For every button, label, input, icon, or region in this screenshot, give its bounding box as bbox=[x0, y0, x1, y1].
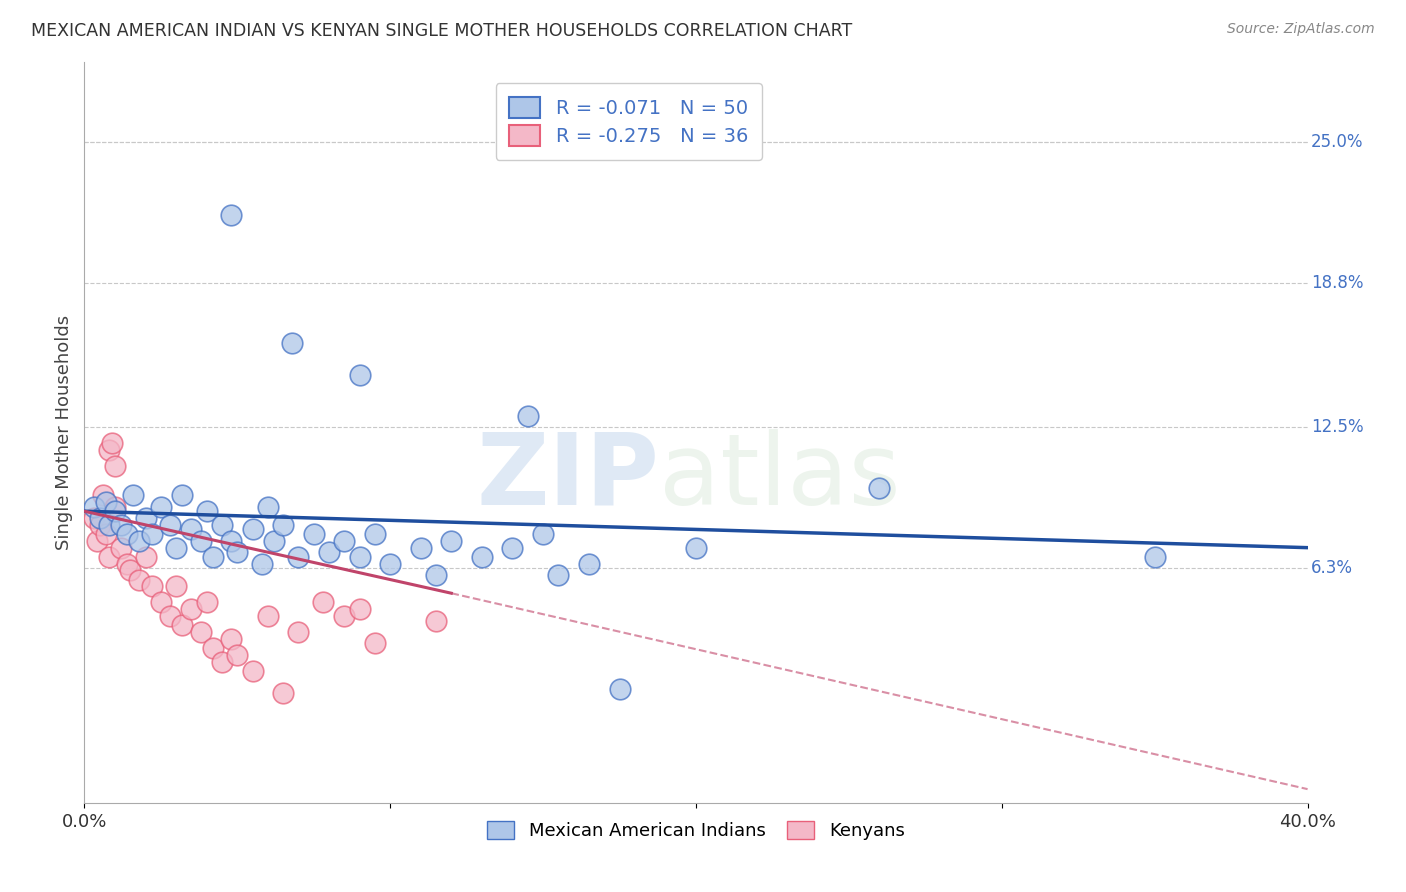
Point bbox=[287, 624, 309, 639]
Point bbox=[190, 624, 212, 639]
Point bbox=[180, 523, 202, 537]
Point bbox=[172, 488, 194, 502]
Point bbox=[219, 208, 242, 222]
Point bbox=[101, 435, 124, 450]
Text: atlas: atlas bbox=[659, 428, 901, 525]
Point bbox=[349, 368, 371, 382]
Point bbox=[242, 664, 264, 678]
Point bbox=[159, 609, 181, 624]
Point bbox=[110, 541, 132, 555]
Point bbox=[578, 557, 600, 571]
Point bbox=[211, 655, 233, 669]
Point bbox=[89, 517, 111, 532]
Text: MEXICAN AMERICAN INDIAN VS KENYAN SINGLE MOTHER HOUSEHOLDS CORRELATION CHART: MEXICAN AMERICAN INDIAN VS KENYAN SINGLE… bbox=[31, 22, 852, 40]
Text: 25.0%: 25.0% bbox=[1312, 133, 1364, 151]
Point bbox=[104, 504, 127, 518]
Point bbox=[110, 517, 132, 532]
Point bbox=[226, 545, 249, 559]
Point bbox=[141, 579, 163, 593]
Point bbox=[128, 533, 150, 548]
Point bbox=[190, 533, 212, 548]
Point bbox=[242, 523, 264, 537]
Point bbox=[135, 511, 157, 525]
Point bbox=[1143, 549, 1166, 564]
Text: ZIP: ZIP bbox=[477, 428, 659, 525]
Point bbox=[302, 527, 325, 541]
Point bbox=[172, 618, 194, 632]
Point bbox=[201, 549, 224, 564]
Point bbox=[318, 545, 340, 559]
Point bbox=[94, 495, 117, 509]
Point bbox=[120, 564, 142, 578]
Point bbox=[195, 504, 218, 518]
Point bbox=[89, 511, 111, 525]
Point bbox=[94, 527, 117, 541]
Point bbox=[425, 614, 447, 628]
Point bbox=[271, 686, 294, 700]
Point bbox=[195, 595, 218, 609]
Point bbox=[128, 573, 150, 587]
Point bbox=[201, 640, 224, 655]
Point bbox=[502, 541, 524, 555]
Point bbox=[380, 557, 402, 571]
Point bbox=[349, 549, 371, 564]
Point bbox=[97, 549, 120, 564]
Point bbox=[257, 609, 280, 624]
Text: 18.8%: 18.8% bbox=[1312, 275, 1364, 293]
Point bbox=[97, 517, 120, 532]
Point bbox=[180, 602, 202, 616]
Point bbox=[104, 500, 127, 514]
Point bbox=[333, 533, 356, 548]
Point bbox=[263, 533, 285, 548]
Y-axis label: Single Mother Households: Single Mother Households bbox=[55, 315, 73, 550]
Point bbox=[349, 602, 371, 616]
Point bbox=[165, 541, 187, 555]
Point bbox=[409, 541, 432, 555]
Point bbox=[149, 595, 172, 609]
Point bbox=[333, 609, 356, 624]
Point bbox=[165, 579, 187, 593]
Point bbox=[257, 500, 280, 514]
Point bbox=[312, 595, 335, 609]
Point bbox=[135, 549, 157, 564]
Legend: Mexican American Indians, Kenyans: Mexican American Indians, Kenyans bbox=[478, 812, 914, 849]
Point bbox=[149, 500, 172, 514]
Point bbox=[287, 549, 309, 564]
Point bbox=[281, 335, 304, 350]
Point bbox=[83, 511, 105, 525]
Point bbox=[516, 409, 538, 423]
Point bbox=[609, 681, 631, 696]
Point bbox=[685, 541, 707, 555]
Point bbox=[471, 549, 494, 564]
Text: Source: ZipAtlas.com: Source: ZipAtlas.com bbox=[1227, 22, 1375, 37]
Point bbox=[869, 482, 891, 496]
Point bbox=[271, 517, 294, 532]
Point bbox=[141, 527, 163, 541]
Point bbox=[226, 648, 249, 662]
Point bbox=[364, 636, 387, 650]
Text: 6.3%: 6.3% bbox=[1312, 559, 1353, 577]
Point bbox=[250, 557, 273, 571]
Point bbox=[115, 557, 138, 571]
Point bbox=[219, 632, 242, 646]
Point bbox=[91, 488, 114, 502]
Point bbox=[440, 533, 463, 548]
Point bbox=[425, 568, 447, 582]
Point bbox=[547, 568, 569, 582]
Text: 12.5%: 12.5% bbox=[1312, 418, 1364, 436]
Point bbox=[104, 458, 127, 473]
Point bbox=[219, 533, 242, 548]
Point bbox=[159, 517, 181, 532]
Point bbox=[97, 442, 120, 457]
Point bbox=[531, 527, 554, 541]
Point bbox=[364, 527, 387, 541]
Point bbox=[211, 517, 233, 532]
Point bbox=[122, 488, 145, 502]
Point bbox=[86, 533, 108, 548]
Point bbox=[83, 500, 105, 514]
Point bbox=[115, 527, 138, 541]
